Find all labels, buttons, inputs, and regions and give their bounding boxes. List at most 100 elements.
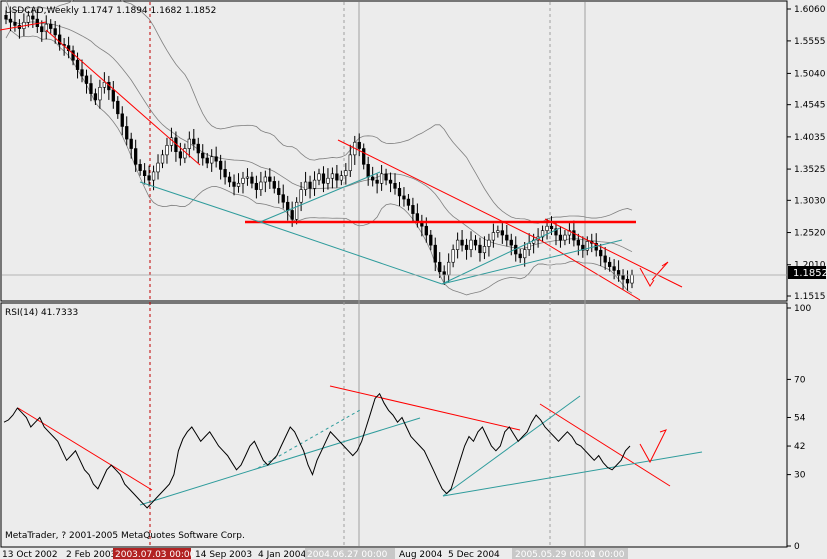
candle-body (192, 138, 196, 145)
candle-body (308, 181, 312, 189)
candle (438, 252, 442, 279)
candle-body (442, 271, 446, 276)
candle-body (348, 154, 352, 171)
candle (429, 230, 433, 251)
candle-body (518, 253, 522, 259)
candle-body (581, 244, 585, 251)
candle-body (53, 28, 57, 36)
candle-body (129, 138, 133, 149)
candle (49, 19, 53, 34)
candle (500, 223, 504, 244)
candle-body (254, 182, 259, 190)
candle-body (125, 126, 129, 140)
rsi-trendline-red-2 (329, 385, 521, 431)
candle-body (603, 255, 607, 263)
candle-body (451, 249, 455, 263)
candle (460, 230, 464, 252)
candle-body (160, 154, 165, 164)
candle (138, 159, 142, 176)
candle-body (344, 170, 348, 177)
candle-body (545, 225, 549, 231)
candle (84, 69, 89, 94)
candle (375, 173, 379, 194)
x-label-gray-1: 2004.06.27 00:00 (307, 550, 388, 559)
candle-body (612, 266, 616, 271)
trendline-red-3 (159, 129, 201, 166)
candle (348, 144, 352, 177)
candle (250, 171, 254, 189)
candle (388, 172, 393, 193)
candle-body (335, 173, 339, 181)
candle (268, 168, 272, 189)
candle-body (245, 176, 250, 179)
candle (505, 224, 509, 247)
candle-body (366, 164, 370, 178)
candle-body (236, 182, 241, 187)
candle-body (49, 23, 53, 29)
x-label-highlighted: 2003.07.03 00:00 (115, 550, 196, 559)
candle (89, 74, 93, 102)
candle (608, 257, 612, 272)
candle-body (469, 239, 473, 250)
candle (339, 170, 343, 186)
candle (272, 176, 276, 194)
candle-body (599, 249, 603, 257)
candle-body (26, 15, 30, 23)
candle-body (4, 15, 8, 20)
candle (178, 142, 183, 166)
candle-body (616, 270, 621, 276)
candle-body (75, 59, 80, 70)
candle (576, 233, 580, 256)
rsi-trendline-teal-1 (139, 417, 421, 506)
candle-body (272, 181, 276, 189)
candle-body (388, 179, 393, 184)
candle (621, 269, 625, 290)
candle-body (371, 176, 375, 181)
rsi-panel (0, 302, 788, 548)
candle (116, 96, 120, 119)
candle-body (205, 157, 209, 164)
candle-body (563, 234, 567, 241)
candle-body (241, 177, 245, 184)
candle-body (232, 181, 236, 187)
candle-body (487, 239, 491, 247)
candle (254, 175, 259, 199)
candle (156, 154, 160, 180)
rsi-trendline-teal-3 (442, 451, 703, 497)
rsi-trendline-red-1 (17, 407, 153, 491)
candle-body (357, 141, 361, 149)
candle (464, 238, 469, 260)
candle-body (523, 249, 527, 259)
candle (563, 230, 567, 246)
candle-body (299, 189, 303, 203)
candle (321, 166, 326, 193)
candle-body (147, 175, 151, 181)
candle (259, 171, 263, 196)
candle (187, 131, 191, 158)
candle-body (8, 18, 13, 23)
candle-body (102, 81, 107, 88)
trendline-red-5 (539, 239, 641, 301)
candle (603, 247, 607, 270)
candle-body (321, 173, 326, 184)
candle-body (134, 148, 138, 165)
x-label-5: Aug 2004 (399, 550, 443, 559)
candle-body (303, 181, 308, 190)
candle (455, 232, 460, 259)
candle-body (165, 145, 169, 156)
candle (357, 133, 361, 157)
candle (120, 106, 124, 136)
candle (616, 260, 621, 282)
candle (111, 80, 115, 109)
candle (518, 248, 522, 263)
x-label-3: 14 Sep 2003 (195, 550, 252, 559)
rsi-panel-header: RSI(14) 41.7333 (5, 308, 78, 318)
candle (147, 165, 151, 187)
x-label-gray-2-tail: 1 00:00 (590, 550, 625, 559)
price-tick-label: 1.3030 (794, 196, 826, 206)
candle-body (491, 232, 496, 241)
candle-body (178, 151, 183, 159)
price-tick-label: 1.6060 (794, 5, 826, 15)
candle-body (317, 173, 321, 181)
candle-body (80, 69, 84, 77)
